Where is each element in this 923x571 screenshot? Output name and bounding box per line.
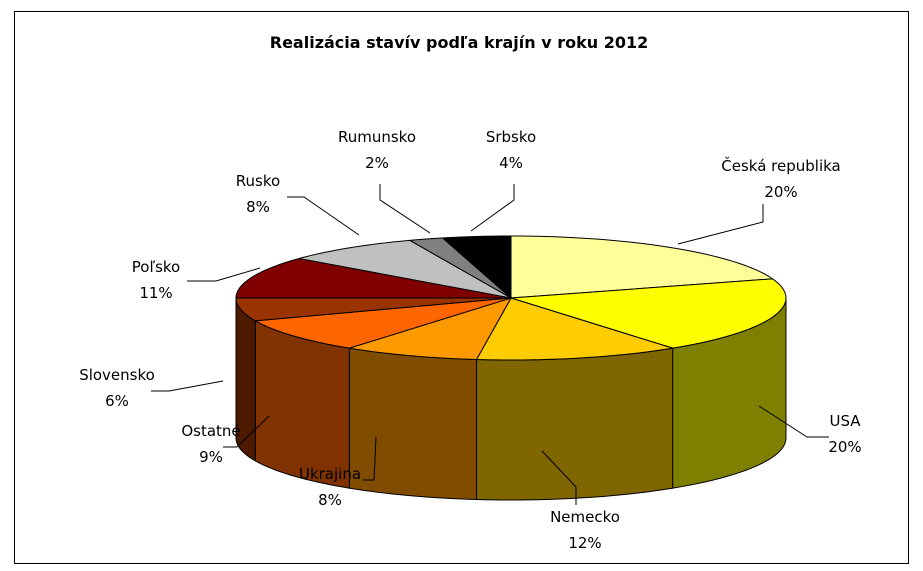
slice-label-ukrajina: Ukrajina bbox=[299, 465, 361, 483]
slice-label-slovensko: Slovensko bbox=[79, 366, 155, 384]
slice-label-nemecko: Nemecko bbox=[550, 508, 620, 526]
slice-side-ukrajina bbox=[349, 348, 476, 499]
slice-label-ostatne: Ostatné bbox=[181, 422, 240, 440]
chart-frame: Realizácia stavív podľa krajín v roku 20… bbox=[14, 11, 909, 564]
slice-label-rusko: Rusko bbox=[236, 172, 280, 190]
slice-value-ukrajina: 8% bbox=[318, 491, 342, 509]
slice-value-ostatne: 9% bbox=[199, 448, 223, 466]
slice-value-ceska-republika: 20% bbox=[764, 183, 797, 201]
leader-line-slovensko bbox=[151, 381, 223, 391]
slice-side-nemecko bbox=[477, 348, 673, 500]
slice-value-rumunsko: 2% bbox=[365, 154, 389, 172]
leader-line-srbsko bbox=[471, 184, 514, 231]
leader-line-rumunsko bbox=[380, 184, 430, 233]
leader-line-ceska-republika bbox=[678, 204, 763, 244]
slice-value-usa: 20% bbox=[828, 438, 861, 456]
slice-label-rumunsko: Rumunsko bbox=[338, 128, 416, 146]
slice-value-srbsko: 4% bbox=[499, 154, 523, 172]
leader-line-rusko bbox=[287, 197, 359, 235]
slice-value-polsko: 11% bbox=[139, 284, 172, 302]
slice-label-ceska-republika: Česká republika bbox=[721, 156, 840, 175]
slice-label-srbsko: Srbsko bbox=[486, 128, 536, 146]
chart-title: Realizácia stavív podľa krajín v roku 20… bbox=[270, 33, 648, 52]
slice-value-rusko: 8% bbox=[246, 198, 270, 216]
slice-value-nemecko: 12% bbox=[568, 534, 601, 552]
slice-label-polsko: Poľsko bbox=[132, 258, 180, 276]
pie-chart: Realizácia stavív podľa krajín v roku 20… bbox=[15, 12, 908, 563]
slice-value-slovensko: 6% bbox=[105, 392, 129, 410]
slice-label-usa: USA bbox=[829, 412, 861, 430]
